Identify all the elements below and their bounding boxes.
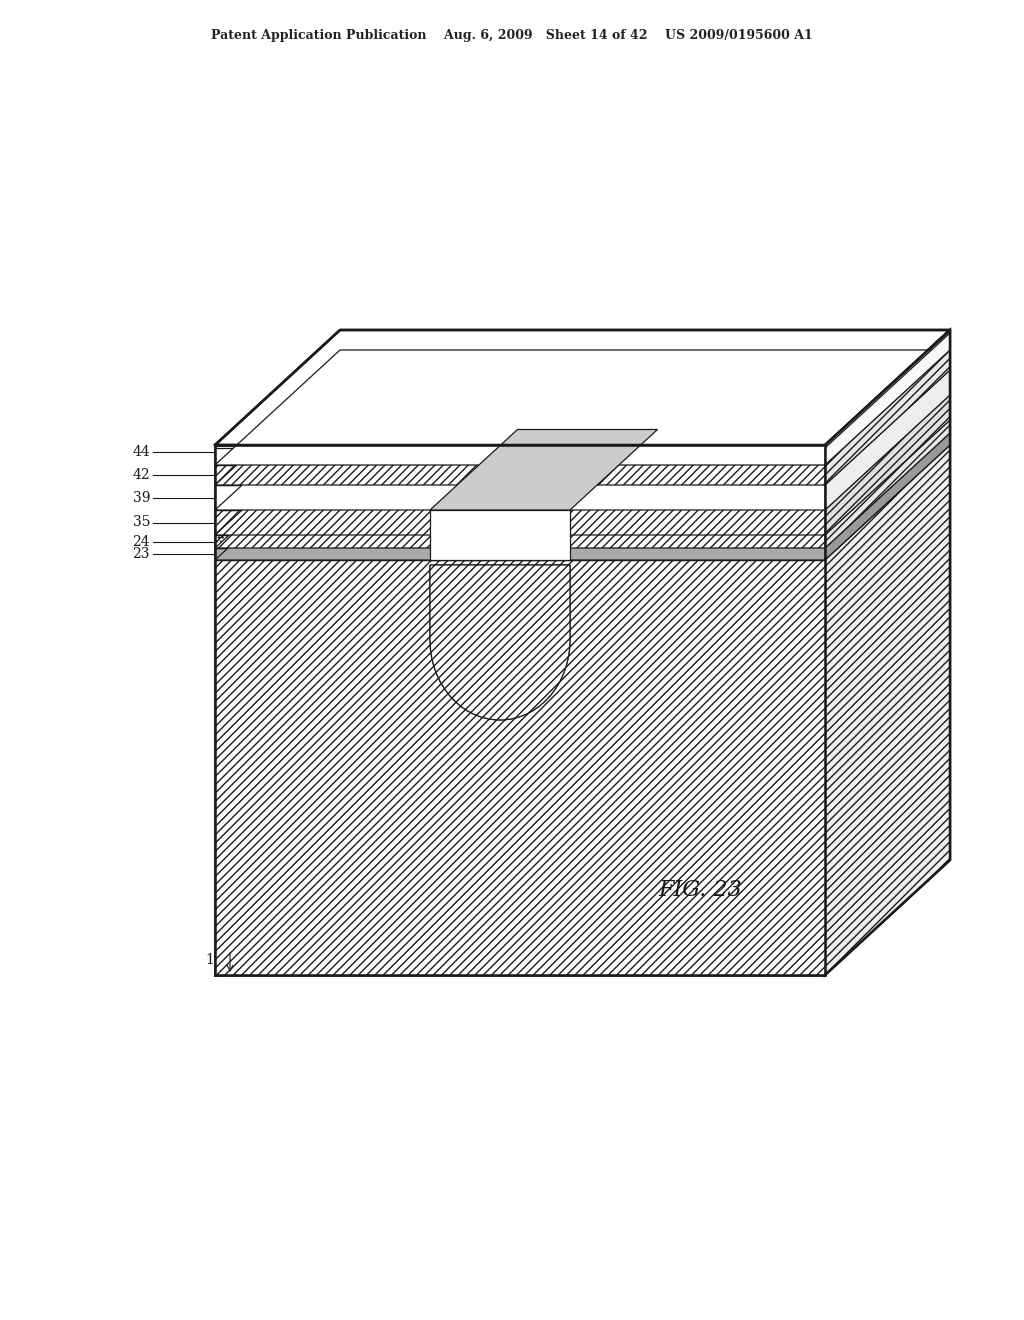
Polygon shape: [825, 433, 950, 560]
Polygon shape: [215, 433, 950, 548]
PathPatch shape: [430, 565, 570, 719]
Polygon shape: [215, 465, 825, 484]
Polygon shape: [825, 330, 950, 975]
PathPatch shape: [430, 565, 570, 719]
Polygon shape: [215, 420, 950, 535]
Text: Patent Application Publication    Aug. 6, 2009   Sheet 14 of 42    US 2009/01956: Patent Application Publication Aug. 6, 2…: [211, 29, 813, 41]
Text: 35: 35: [132, 516, 150, 529]
Polygon shape: [825, 350, 950, 484]
Polygon shape: [215, 447, 825, 465]
Polygon shape: [215, 484, 825, 510]
Polygon shape: [825, 445, 950, 975]
Polygon shape: [215, 548, 825, 560]
Polygon shape: [215, 535, 825, 548]
Text: 1: 1: [206, 953, 214, 968]
Text: 42: 42: [132, 469, 150, 482]
Polygon shape: [215, 350, 950, 465]
Polygon shape: [825, 370, 950, 510]
Text: 24: 24: [132, 535, 150, 549]
Polygon shape: [430, 429, 657, 510]
Polygon shape: [430, 510, 570, 560]
Polygon shape: [825, 395, 950, 535]
Polygon shape: [215, 861, 950, 975]
Polygon shape: [215, 330, 950, 445]
Text: FIG. 23: FIG. 23: [658, 879, 741, 902]
Text: 44: 44: [132, 445, 150, 458]
Polygon shape: [215, 560, 825, 975]
Polygon shape: [825, 420, 950, 548]
Polygon shape: [215, 445, 950, 560]
Polygon shape: [215, 370, 950, 484]
Polygon shape: [215, 395, 950, 510]
Polygon shape: [825, 333, 950, 465]
Text: 39: 39: [132, 491, 150, 504]
Polygon shape: [215, 445, 825, 975]
Polygon shape: [215, 510, 825, 535]
Text: 23: 23: [132, 546, 150, 561]
